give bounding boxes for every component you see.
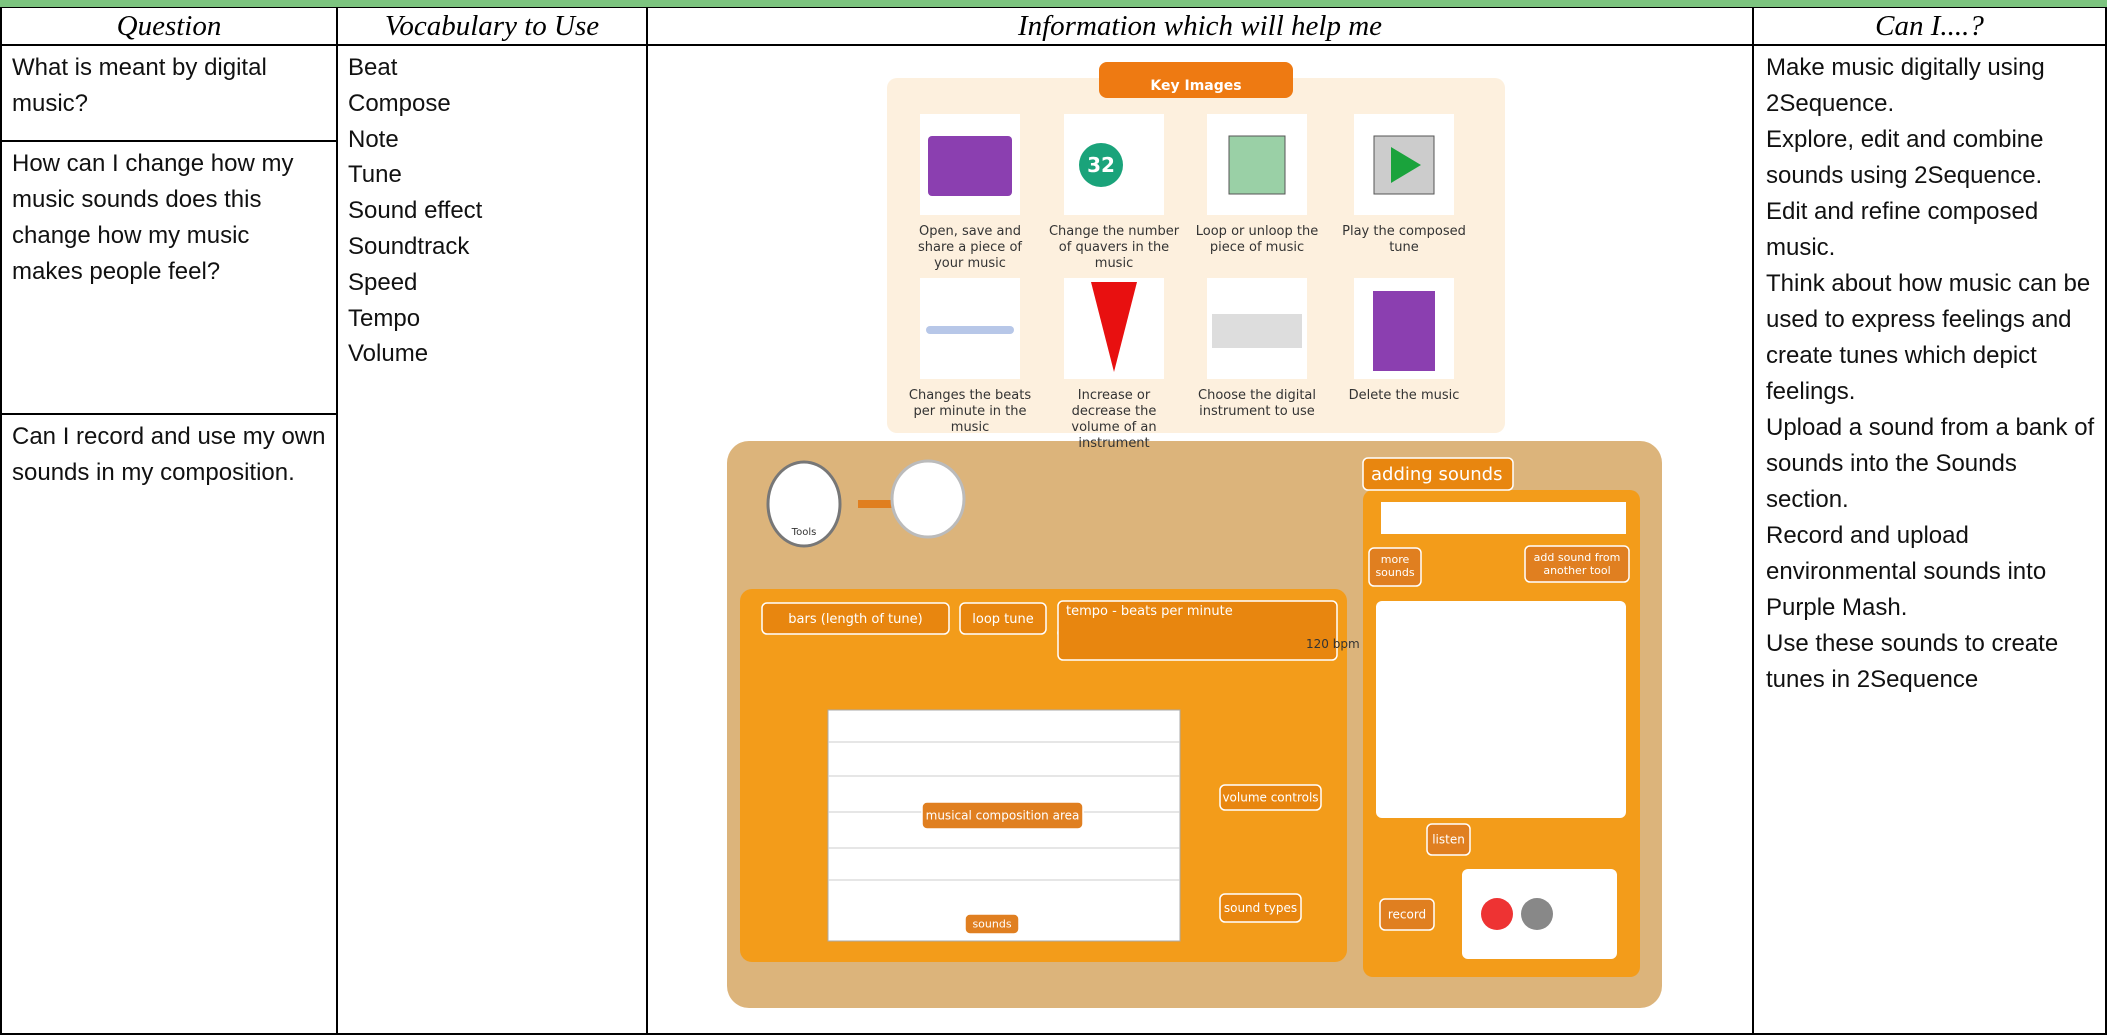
rule bbox=[2, 413, 336, 415]
question: Can I record and use my own sounds in my… bbox=[12, 423, 326, 486]
can-i-item: Use these sounds to create tunes in 2Seq… bbox=[1766, 630, 2059, 693]
question: How can I change how my music sounds doe… bbox=[12, 150, 294, 285]
label-bg bbox=[1379, 898, 1435, 931]
vocabulary-list: Beat Compose Note Tune Sound effect Soundtrac… bbox=[338, 48, 646, 374]
caption: Change the number of quavers in the music bbox=[1049, 224, 1180, 271]
label: adding sounds bbox=[1371, 464, 1502, 485]
vocabulary-word: Soundtrack bbox=[348, 232, 470, 260]
label-bg bbox=[761, 602, 950, 635]
caption: Changes the beats per minute in the music bbox=[909, 388, 1031, 435]
vocabulary-word: Tune bbox=[348, 161, 402, 189]
label-bg bbox=[1057, 600, 1338, 661]
label: bars (length of tune) bbox=[788, 612, 922, 627]
rule bbox=[1752, 8, 1754, 1035]
label: volume controls bbox=[1222, 791, 1318, 805]
bin-icon bbox=[1373, 291, 1435, 371]
label: 120 bpm bbox=[1306, 637, 1360, 651]
sequence-icon bbox=[890, 459, 966, 539]
rule bbox=[336, 8, 338, 1035]
bpm-slider bbox=[926, 326, 1014, 334]
header-cell: Vocabulary to Use bbox=[384, 10, 600, 42]
can-i-item: Think about how music can be used to exp… bbox=[1766, 270, 2091, 405]
label-bg bbox=[1524, 545, 1630, 583]
tools-icon bbox=[766, 460, 842, 548]
can-i-item: Record and upload environmental sounds i… bbox=[1766, 522, 2047, 621]
vocabulary-word: Volume bbox=[348, 340, 429, 368]
label: tempo - beats per minute bbox=[1066, 604, 1233, 619]
diagram: Key Images 32 Open, save and share a piec… bbox=[727, 62, 1662, 1008]
vocabulary-word: Tempo bbox=[348, 304, 421, 332]
label: Tools bbox=[791, 527, 817, 538]
caption: Choose the digital instrument to use bbox=[1198, 388, 1316, 419]
vocabulary-word: Compose bbox=[348, 89, 451, 117]
caption: Open, save and share a piece of your music bbox=[918, 224, 1022, 271]
key-panel bbox=[887, 78, 1505, 433]
label: loop tune bbox=[972, 612, 1033, 627]
label-bg bbox=[1219, 893, 1302, 923]
label: record bbox=[1388, 908, 1426, 922]
header-cell: Information which will help me bbox=[1017, 10, 1383, 42]
can-i-item: Make music digitally using 2Sequence. bbox=[1766, 54, 2045, 117]
label-bg bbox=[1368, 547, 1422, 587]
can-i-item: Edit and refine composed music. bbox=[1766, 198, 2039, 261]
label-bg bbox=[1219, 784, 1322, 811]
label: musical composition area bbox=[926, 809, 1080, 823]
screen bbox=[1381, 502, 1626, 534]
rule bbox=[2, 140, 336, 142]
icon-label: 32 bbox=[1087, 153, 1115, 177]
rule bbox=[2, 44, 2107, 46]
label-bg bbox=[964, 913, 1020, 935]
caption: more sounds bbox=[1375, 553, 1414, 579]
header-cell: Can I....? bbox=[1875, 10, 1984, 42]
quaver-icon bbox=[1079, 143, 1123, 187]
vocabulary-word: Sound effect bbox=[348, 197, 483, 225]
label-bg bbox=[959, 602, 1047, 635]
top-band bbox=[0, 0, 2107, 7]
key-title-bg bbox=[1099, 62, 1293, 98]
question: What is meant by digital music? bbox=[12, 54, 267, 117]
rule bbox=[646, 8, 648, 1035]
volume-icon bbox=[1091, 282, 1137, 372]
caption: add sound from another tool bbox=[1534, 551, 1621, 577]
play-triangle bbox=[1391, 147, 1421, 183]
label-bg bbox=[1362, 457, 1514, 491]
label-bg bbox=[1426, 823, 1471, 856]
open-icon bbox=[928, 136, 1012, 196]
label: listen bbox=[1432, 833, 1465, 847]
vocabulary-word: Note bbox=[348, 125, 399, 153]
caption: Increase or decrease the volume of an instr… bbox=[1071, 388, 1156, 451]
label-bg bbox=[921, 801, 1084, 830]
header-cell: Question bbox=[116, 10, 222, 42]
instrument-icon bbox=[1212, 314, 1302, 348]
record-icon bbox=[1481, 898, 1513, 930]
can-i-list: Make music digitally using 2Sequence. Exp… bbox=[1754, 48, 2105, 700]
label: sound types bbox=[1224, 901, 1297, 915]
label: sounds bbox=[972, 918, 1011, 931]
loop-icon bbox=[1228, 135, 1286, 195]
can-i-item: Explore, edit and combine sounds using 2… bbox=[1766, 126, 2044, 189]
key-title: Key Images bbox=[1150, 78, 1241, 94]
table: Question Vocabulary to Use Information w… bbox=[0, 7, 2107, 1035]
caption: Play the composed tune bbox=[1342, 224, 1466, 255]
can-i-item: Upload a sound from a bank of sounds int… bbox=[1766, 414, 2095, 513]
caption: Loop or unloop the piece of music bbox=[1196, 224, 1318, 255]
screen bbox=[1376, 601, 1626, 818]
vocabulary-word: Speed bbox=[348, 268, 418, 296]
play-icon bbox=[1521, 898, 1553, 930]
caption: Delete the music bbox=[1349, 388, 1460, 403]
vocabulary-word: Beat bbox=[348, 54, 398, 81]
